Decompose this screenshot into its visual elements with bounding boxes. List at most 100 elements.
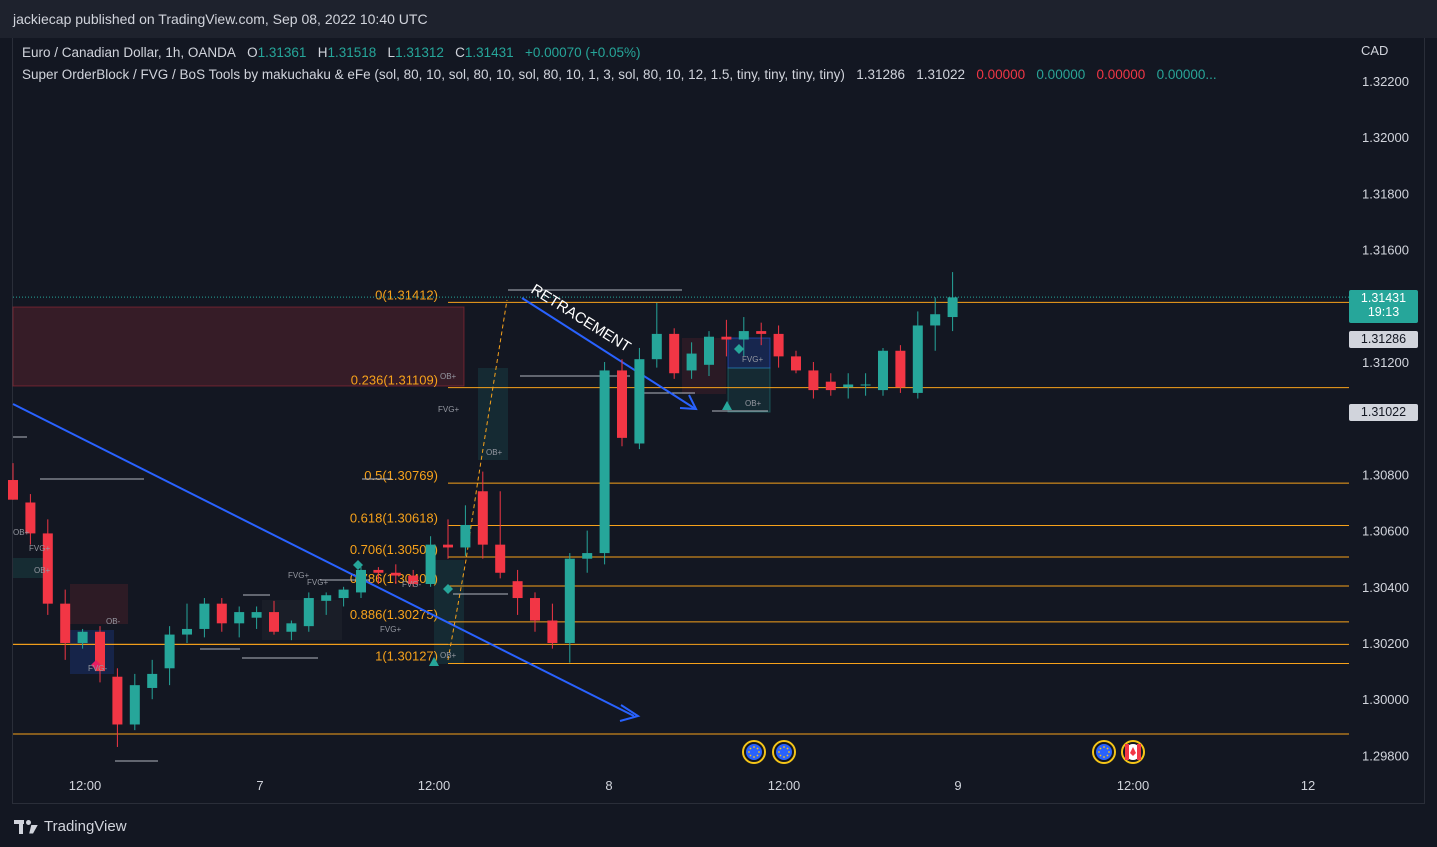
candle-body <box>686 353 697 371</box>
y-tick-label: 1.32000 <box>1362 130 1409 145</box>
candle-body <box>756 331 767 334</box>
tradingview-logo[interactable]: TradingView <box>14 818 127 835</box>
change-value: +0.00070 (+0.05%) <box>524 45 641 60</box>
zone-tag: OB+ <box>34 566 51 575</box>
candle-body <box>582 553 593 559</box>
candle-body <box>373 569 384 573</box>
eu-star <box>748 751 750 753</box>
bullish-diamond-marker <box>443 584 453 594</box>
x-tick-label: 12:00 <box>768 778 801 793</box>
bullish-order-block-b <box>434 560 464 664</box>
bullish-triangle-marker <box>429 657 439 666</box>
close-value: 1.31431 <box>464 45 514 60</box>
candle-body <box>408 575 419 584</box>
zone-tag: OB+ <box>13 528 30 537</box>
bullish-order-block-recent <box>727 367 771 413</box>
chart-frame <box>12 38 1425 804</box>
y-tick-label: 1.31600 <box>1362 243 1409 258</box>
indicator-price-tag-1: 1.31286 <box>1349 331 1418 348</box>
publish-bar: jackiecap published on TradingView.com, … <box>0 0 1437 38</box>
retracement-arrow-head <box>679 394 698 411</box>
eu-star <box>779 747 782 750</box>
candle-body <box>669 333 680 374</box>
indicator-value-3: 0.00000 <box>976 67 1026 82</box>
fib-level-label: 0(1.31412) <box>375 287 438 302</box>
candle-body <box>564 558 575 643</box>
zone-tag: FVG+ <box>29 544 50 553</box>
candle-body <box>477 491 488 545</box>
ca-flag-band <box>1137 744 1141 760</box>
candle-body <box>930 314 941 326</box>
fib-level-label: 0.886(1.30275) <box>350 607 438 622</box>
low-value: 1.31312 <box>395 45 444 60</box>
bearish-diamond-marker <box>91 660 101 670</box>
candle-body <box>860 384 871 386</box>
eu-star <box>758 751 760 753</box>
candle-body <box>599 370 610 554</box>
open-value: 1.31361 <box>257 45 307 60</box>
indicator-price-tag-2: 1.31022 <box>1349 404 1418 421</box>
zone-tag: OB+ <box>486 448 503 457</box>
fvg-zone-recent <box>727 337 771 369</box>
eu-star <box>788 751 790 753</box>
candle-body <box>495 544 506 573</box>
zone-tag: FVG+ <box>380 625 401 634</box>
eu-star <box>749 754 752 757</box>
candle-body <box>947 297 958 318</box>
ca-flag-band <box>1125 744 1129 760</box>
candle-body <box>356 569 366 593</box>
y-tick-label: 1.30200 <box>1362 636 1409 651</box>
indicator-value-5: 0.00000 <box>1096 67 1146 82</box>
candle-body <box>390 572 401 576</box>
zone-tag: FVG+ <box>307 578 328 587</box>
low-label: L <box>387 45 396 60</box>
bullish-diamond-marker <box>734 344 744 354</box>
y-tick-label: 1.32200 <box>1362 74 1409 89</box>
candle-body <box>8 480 18 500</box>
last-price-value: 1.31431 <box>1360 291 1407 305</box>
y-tick-label: 1.30800 <box>1362 467 1409 482</box>
candle-body <box>164 634 175 669</box>
candle-body <box>42 533 53 604</box>
eu-star <box>756 754 759 757</box>
eu-star <box>786 747 789 750</box>
candle-body <box>704 336 714 365</box>
indicator-legend[interactable]: Super OrderBlock / FVG / BoS Tools by ma… <box>22 67 1217 82</box>
last-price-tag: 1.31431 19:13 <box>1349 290 1418 323</box>
bullish-diamond-marker <box>353 560 363 570</box>
retracement-line <box>521 297 695 409</box>
eu-star <box>753 756 755 758</box>
candle-body <box>303 598 314 627</box>
symbol-legend[interactable]: Euro / Canadian Dollar, 1h, OANDA O1.313… <box>22 45 641 60</box>
bullish-triangle-marker <box>722 401 732 410</box>
fib-level-label: 0.5(1.30769) <box>364 468 438 483</box>
candle-body <box>425 544 436 584</box>
high-label: H <box>317 45 328 60</box>
candle-body <box>634 359 645 444</box>
bearish-order-block-zone <box>12 306 465 387</box>
open-label: O <box>247 45 258 60</box>
candle-body <box>199 603 210 629</box>
candle-body <box>182 628 192 635</box>
eu-star <box>783 746 785 748</box>
zone-tag: FVG- <box>88 664 107 673</box>
y-tick-label: 1.31200 <box>1362 355 1409 370</box>
candle-body <box>547 620 558 643</box>
x-tick-label: 12:00 <box>69 778 102 793</box>
eu-star <box>756 747 759 750</box>
x-tick-label: 9 <box>954 778 961 793</box>
candle-body <box>60 603 71 643</box>
zone-tag: OB+ <box>440 372 457 381</box>
candle-body <box>738 331 749 340</box>
tradingview-brand: TradingView <box>44 818 127 835</box>
candle-body <box>530 598 540 621</box>
tradingview-icon <box>14 819 38 834</box>
zone-tag: FVG+ <box>288 571 309 580</box>
bullish-order-block-a <box>478 368 508 460</box>
candle-body <box>825 381 836 391</box>
zone-tag: OB+ <box>745 399 762 408</box>
candle-body <box>147 673 158 688</box>
y-tick-label: 1.29800 <box>1362 748 1409 763</box>
candle-body <box>512 581 523 599</box>
